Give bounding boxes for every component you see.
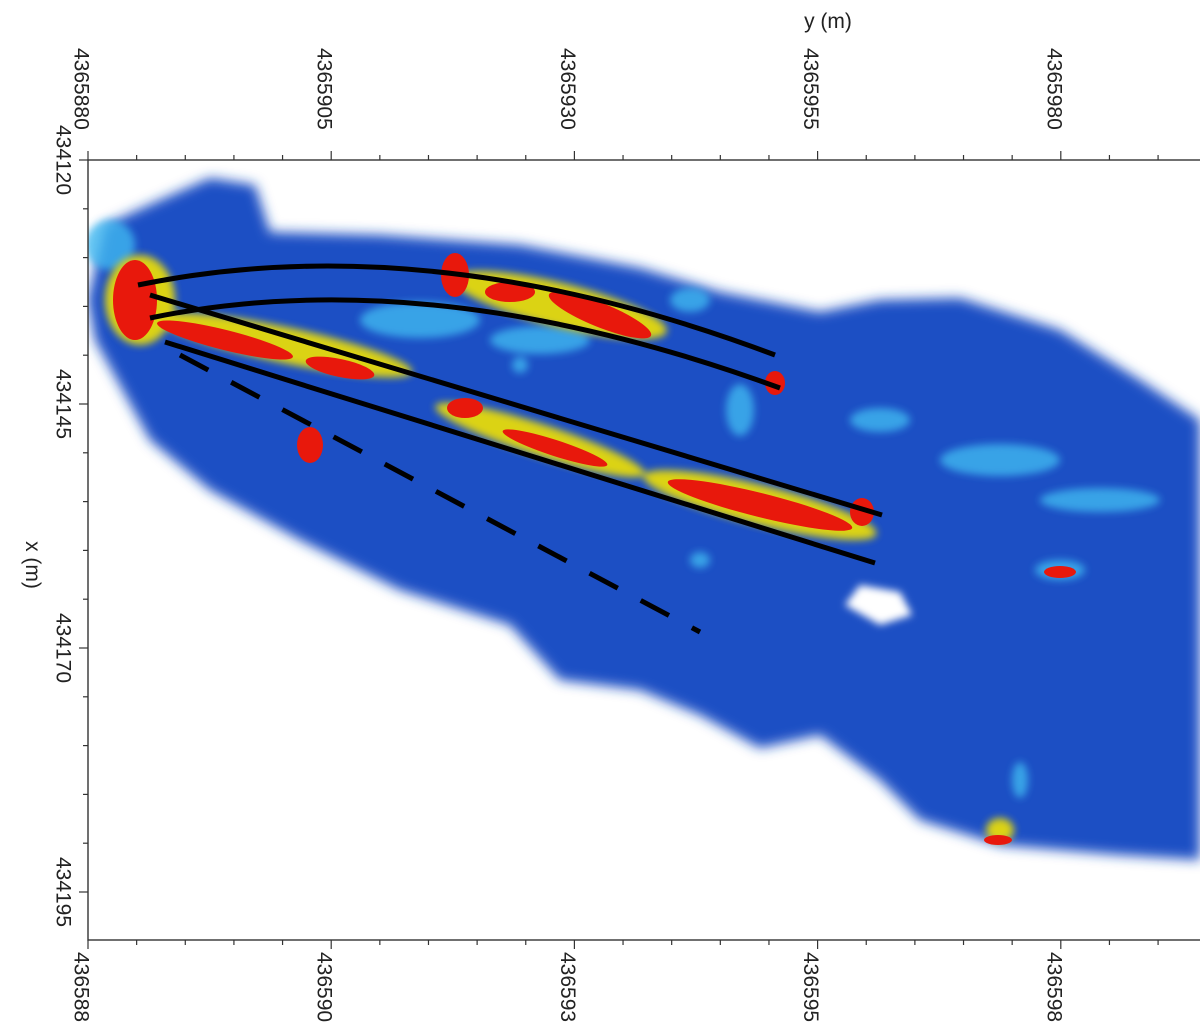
bottom-tick-label: 436593 [556, 952, 579, 1022]
y-axis-title: y (m) [804, 10, 852, 33]
ticks: 4365880 4365905 4365930 4365955 4365980 43658… [51, 48, 1159, 1022]
top-tick-label: 4365955 [799, 48, 822, 130]
bottom-tick-label: 436595 [799, 952, 822, 1022]
red-anomalies [113, 253, 1076, 845]
left-tick-label: 434120 [51, 125, 74, 195]
left-tick-label: 434195 [51, 857, 74, 927]
bottom-tick-label: 436598 [1042, 952, 1065, 1022]
top-tick-label: 4365930 [556, 48, 579, 130]
survey-coverage [88, 178, 1200, 860]
arc-line [137, 263, 776, 358]
straight-line [164, 339, 876, 566]
x-axis-title: x (m) [21, 541, 44, 589]
bottom-tick-label: 436590 [313, 952, 336, 1022]
left-tick-label: 434170 [51, 613, 74, 683]
top-tick-label: 4365905 [313, 48, 336, 130]
arc-line [149, 297, 781, 391]
top-tick-label: 4365880 [69, 48, 92, 130]
dashed-line [178, 352, 702, 635]
left-tick-label: 434145 [51, 369, 74, 439]
straight-line [149, 292, 883, 518]
heatmap [88, 178, 1200, 860]
top-tick-label: 4365980 [1042, 48, 1065, 130]
interpreted-lines [137, 263, 883, 635]
bottom-tick-label: 436588 [69, 952, 92, 1022]
